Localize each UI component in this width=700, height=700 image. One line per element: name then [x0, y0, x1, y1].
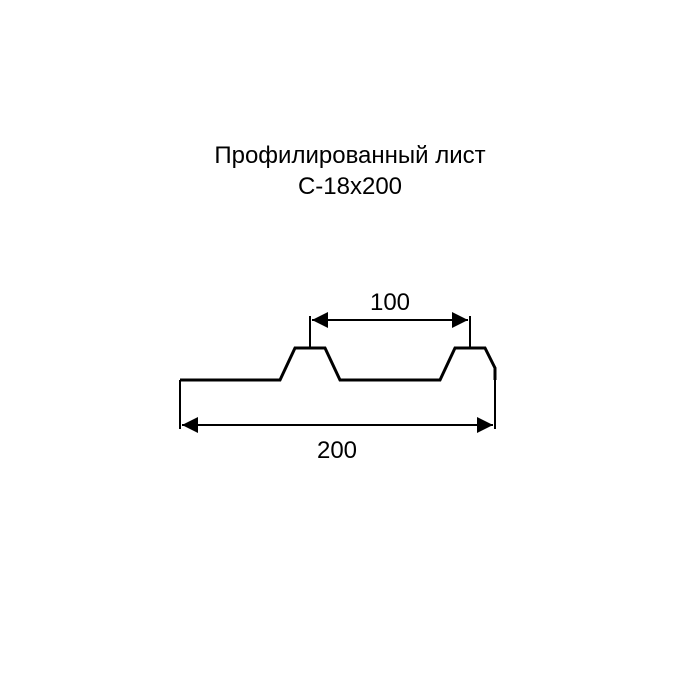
title-block: Профилированный лист С-18х200	[0, 140, 700, 202]
title-line-1: Профилированный лист	[0, 140, 700, 171]
bottom-dimension-label: 200	[317, 437, 357, 464]
top-dimension-label: 100	[370, 289, 410, 316]
profile-diagram: 100 200	[150, 280, 550, 480]
profile-svg: 100 200	[150, 280, 550, 480]
profile-outline	[180, 348, 495, 380]
title-line-2: С-18х200	[0, 171, 700, 202]
